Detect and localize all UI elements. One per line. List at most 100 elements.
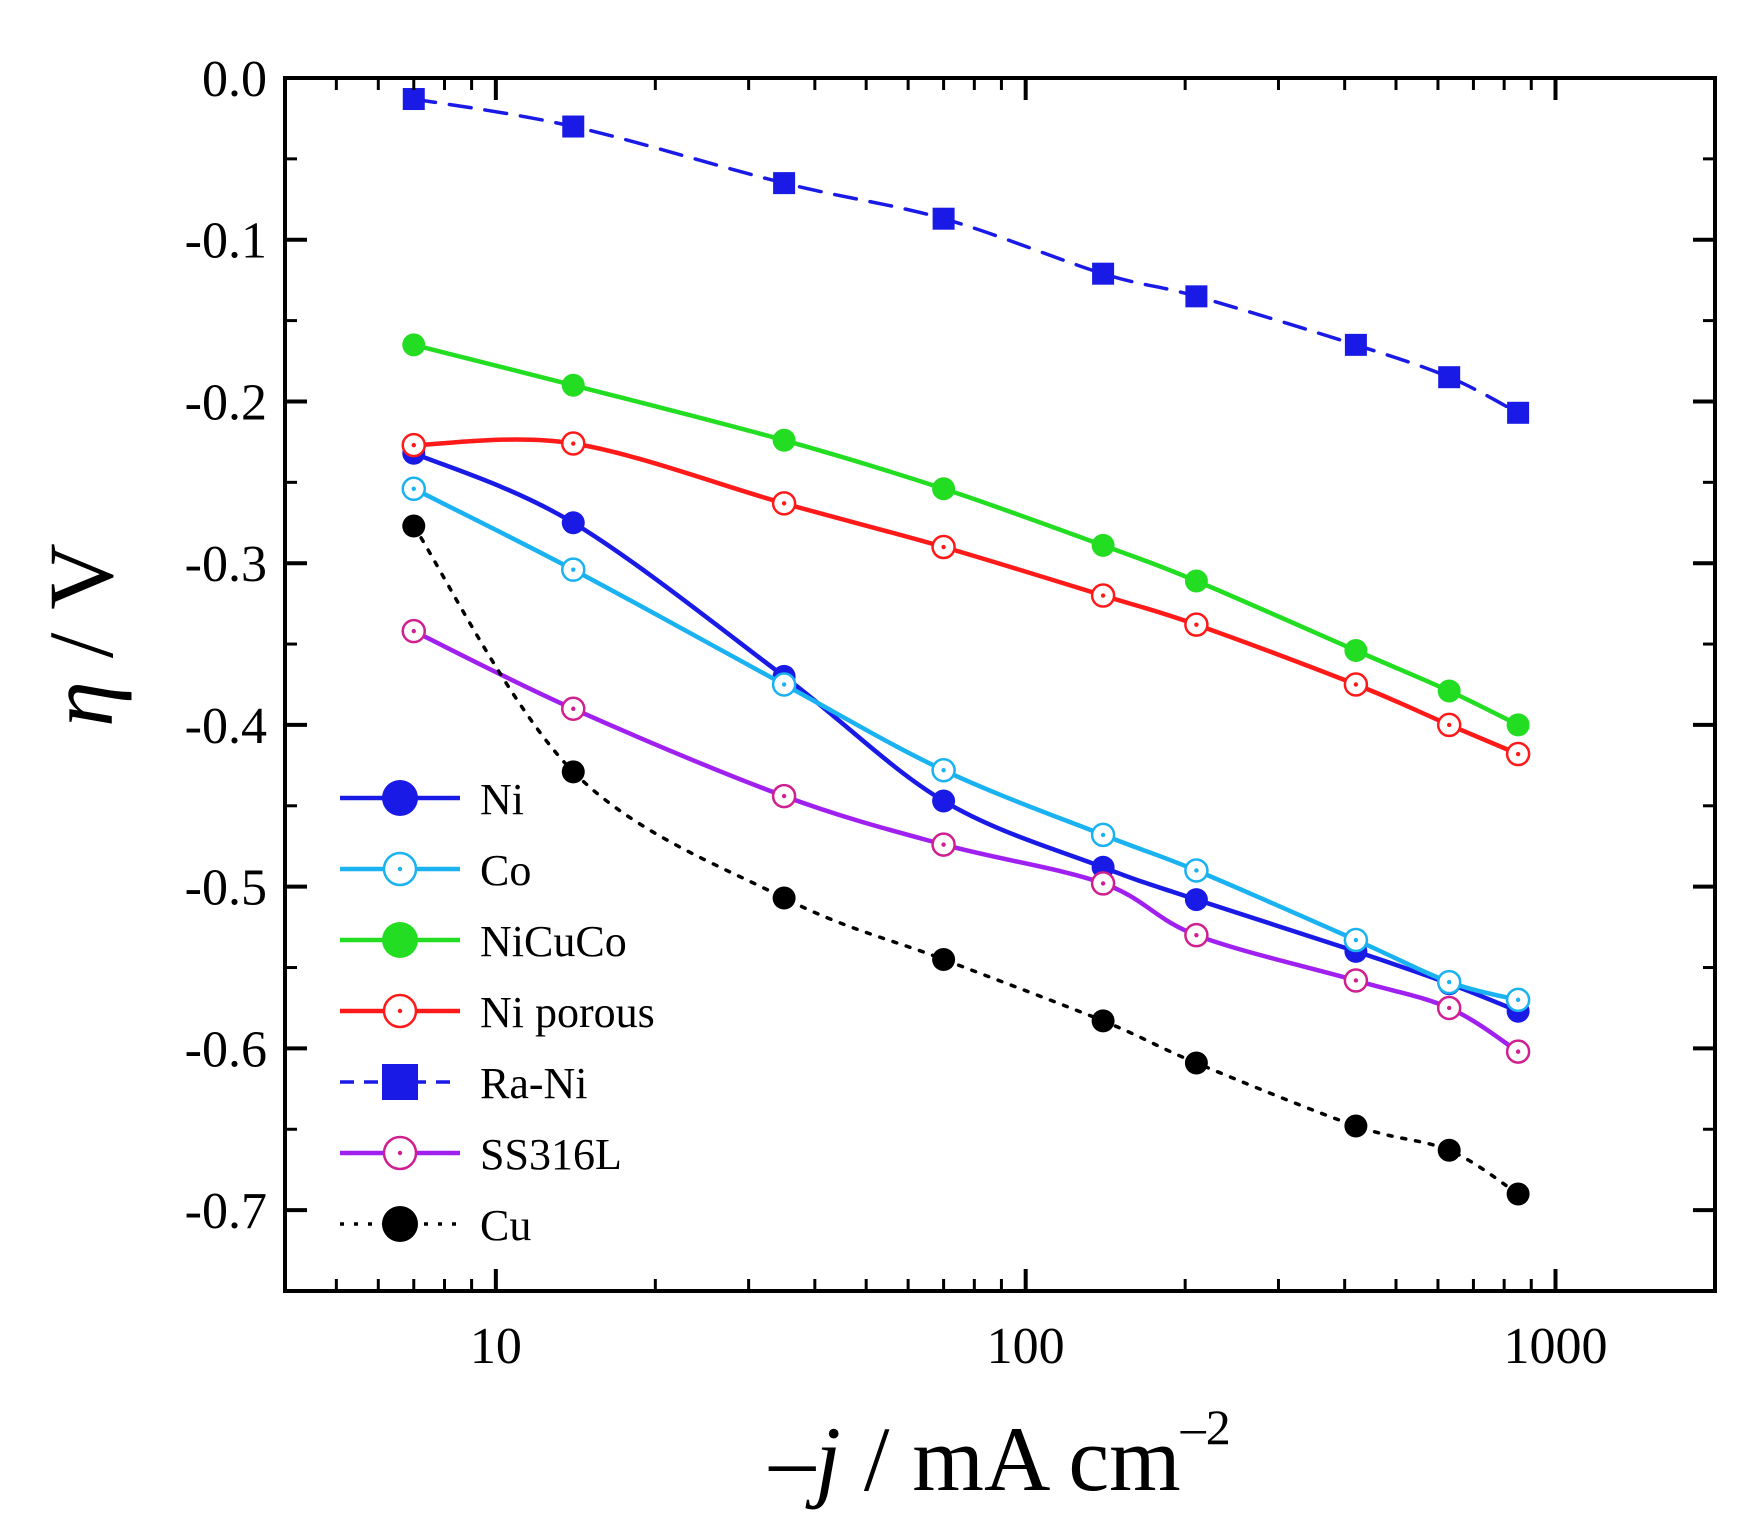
series-ni-porous-point-0: [401, 432, 427, 458]
legend-item-ni-porous: Ni porous: [340, 988, 655, 1037]
y-tick-label-3: -0.3: [185, 536, 267, 593]
series-ni-porous-point-8: [1505, 741, 1531, 767]
series-cu-point-5: [1184, 1051, 1208, 1075]
series-co-point-4: [1090, 822, 1116, 848]
series-ss316l-point-3: [931, 832, 956, 857]
series-ni-porous-point-1: [561, 431, 586, 456]
legend-item-ss316l: SS316L: [340, 1130, 622, 1179]
series-co-point-6-dot: [1353, 937, 1359, 943]
series-layer: [401, 88, 1531, 1206]
series-ss316l: [401, 618, 1531, 1064]
series-co-line: [411, 486, 1521, 1003]
series-nicuco: [402, 333, 1530, 737]
series-co: [401, 476, 1531, 1013]
series-ni-porous-point-2: [771, 491, 797, 516]
series-co-point-0-dot: [411, 486, 416, 492]
series-ni-porous-point-4: [1090, 583, 1116, 608]
series-ni-porous-line: [411, 437, 1521, 757]
series-ni-point-1: [561, 511, 585, 535]
series-cu-point-8: [1506, 1182, 1530, 1206]
series-ni-porous-point-3-dot: [941, 544, 946, 550]
series-ni-point-3: [932, 789, 956, 813]
series-nicuco-point-0: [402, 333, 426, 357]
legend-label-cu: Cu: [480, 1201, 531, 1250]
series-co-point-1-dot: [571, 567, 576, 572]
series-ss316l-line: [411, 628, 1521, 1054]
series-ss316l-point-0-dot: [411, 628, 416, 634]
series-ni-porous-point-8-dot: [1515, 751, 1521, 757]
plot-frame: [283, 76, 1717, 1293]
legend-label-ss316l: SS316L: [480, 1130, 622, 1179]
series-ni-porous-point-6-dot: [1353, 682, 1359, 687]
series-co-point-3: [931, 757, 956, 783]
series-ni-porous-point-4-dot: [1100, 593, 1106, 598]
legend-marker-ni-porous: [382, 993, 418, 1029]
series-ni-porous-point-3: [931, 534, 956, 560]
series-ra-ni-point-7: [1438, 366, 1461, 389]
series-co-point-7-dot: [1446, 979, 1452, 985]
series-cu-point-3: [932, 947, 956, 971]
legend-marker-ni: [382, 780, 418, 816]
series-cu-point-1: [561, 760, 585, 784]
x-axis-title-prefix: –: [768, 1408, 816, 1510]
series-co-point-6: [1343, 927, 1369, 953]
series-ra-ni-point-1: [562, 115, 585, 138]
series-ra-ni-point-2: [773, 172, 796, 195]
series-ss316l-point-7-dot: [1446, 1005, 1452, 1011]
series-ra-ni-point-3: [932, 207, 955, 230]
series-nicuco-point-2: [772, 428, 796, 452]
y-tick-label-7: -0.7: [185, 1183, 267, 1240]
x-axis-title: –j / mA cm–2: [768, 1399, 1230, 1510]
series-ss316l-point-0: [401, 618, 427, 644]
series-ss316l-point-7: [1436, 995, 1462, 1021]
series-ni-porous-point-5-dot: [1194, 622, 1199, 627]
series-ra-ni: [402, 88, 1530, 424]
series-nicuco-point-1: [561, 373, 585, 397]
series-nicuco-point-7: [1437, 679, 1461, 703]
series-ss316l-point-8-dot: [1515, 1049, 1521, 1054]
series-ss316l-point-3-dot: [941, 842, 946, 847]
legend-item-nicuco: NiCuCo: [340, 917, 627, 966]
series-ra-ni-point-4: [1092, 262, 1115, 285]
series-nicuco-point-3: [932, 477, 956, 501]
series-ss316l-point-8: [1505, 1039, 1531, 1064]
series-ra-ni-line: [412, 97, 1520, 415]
series-ss316l-point-4: [1090, 871, 1116, 896]
series-ni-porous-point-5: [1184, 612, 1209, 637]
series-cu-point-2: [772, 886, 796, 910]
legend-label-ni: Ni: [480, 775, 524, 824]
series-ra-ni-point-0: [402, 88, 425, 111]
series-ni-porous-point-7: [1436, 712, 1462, 738]
legend-marker-co-dot: [397, 866, 403, 872]
legend-marker-co: [382, 851, 418, 887]
y-tick-label-0: 0.0: [202, 51, 267, 108]
series-co-point-7: [1436, 969, 1462, 995]
legend-marker-nicuco: [382, 922, 418, 958]
ticks-layer: 0.0 -0.1 -0.2 -0.3 -0.4 -0.5 -0.6 -0.7 10 100 1000: [185, 51, 1715, 1375]
series-ra-ni-point-8: [1507, 401, 1530, 424]
series-co-point-2-dot: [781, 682, 787, 687]
series-ni-porous-point-7-dot: [1446, 722, 1452, 728]
series-ss316l-point-5-dot: [1194, 932, 1199, 938]
series-nicuco-point-8: [1506, 713, 1530, 737]
legend-label-co: Co: [480, 846, 531, 895]
legend-marker-ni-porous-dot: [397, 1008, 403, 1014]
series-co-point-3-dot: [941, 768, 946, 773]
series-ss316l-point-5: [1184, 922, 1209, 948]
series-ra-ni-point-6: [1344, 333, 1367, 356]
series-ni-porous-point-1-dot: [571, 441, 576, 446]
series-nicuco-line: [411, 342, 1521, 728]
y-tick-label-5: -0.5: [185, 860, 267, 917]
legend-legend: Ni Co NiCuCo Ni porous Ra-Ni SS316L Cu: [340, 775, 655, 1250]
legend-label-ra-ni: Ra-Ni: [480, 1059, 588, 1108]
legend-item-ni: Ni: [340, 775, 524, 824]
series-ss316l-point-2: [771, 783, 797, 809]
legend-label-ni-porous: Ni porous: [480, 988, 655, 1037]
series-ni-point-5: [1184, 888, 1208, 912]
series-ss316l-point-2-dot: [781, 793, 787, 799]
series-ni-porous-point-2-dot: [781, 501, 787, 506]
series-ss316l-point-1-dot: [571, 706, 576, 711]
x-axis-title-sup: –2: [1180, 1399, 1231, 1455]
series-co-point-8: [1505, 987, 1531, 1013]
series-ss316l-point-4-dot: [1100, 881, 1106, 886]
